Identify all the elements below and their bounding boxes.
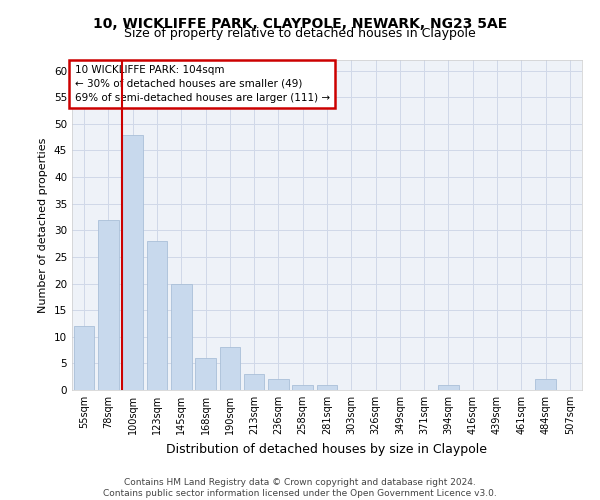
Bar xyxy=(292,384,313,390)
Text: 10 WICKLIFFE PARK: 104sqm
← 30% of detached houses are smaller (49)
69% of semi-: 10 WICKLIFFE PARK: 104sqm ← 30% of detac… xyxy=(74,65,329,103)
Bar xyxy=(98,220,119,390)
Bar xyxy=(535,380,556,390)
Bar xyxy=(122,134,143,390)
Text: Contains HM Land Registry data © Crown copyright and database right 2024.
Contai: Contains HM Land Registry data © Crown c… xyxy=(103,478,497,498)
Bar xyxy=(220,348,240,390)
Bar xyxy=(268,380,289,390)
Bar xyxy=(195,358,216,390)
Bar xyxy=(317,384,337,390)
Y-axis label: Number of detached properties: Number of detached properties xyxy=(38,138,49,312)
Text: 10, WICKLIFFE PARK, CLAYPOLE, NEWARK, NG23 5AE: 10, WICKLIFFE PARK, CLAYPOLE, NEWARK, NG… xyxy=(93,18,507,32)
Bar xyxy=(146,241,167,390)
Bar xyxy=(171,284,191,390)
Bar xyxy=(74,326,94,390)
Bar xyxy=(244,374,265,390)
Bar xyxy=(438,384,459,390)
Text: Size of property relative to detached houses in Claypole: Size of property relative to detached ho… xyxy=(124,28,476,40)
X-axis label: Distribution of detached houses by size in Claypole: Distribution of detached houses by size … xyxy=(167,442,487,456)
